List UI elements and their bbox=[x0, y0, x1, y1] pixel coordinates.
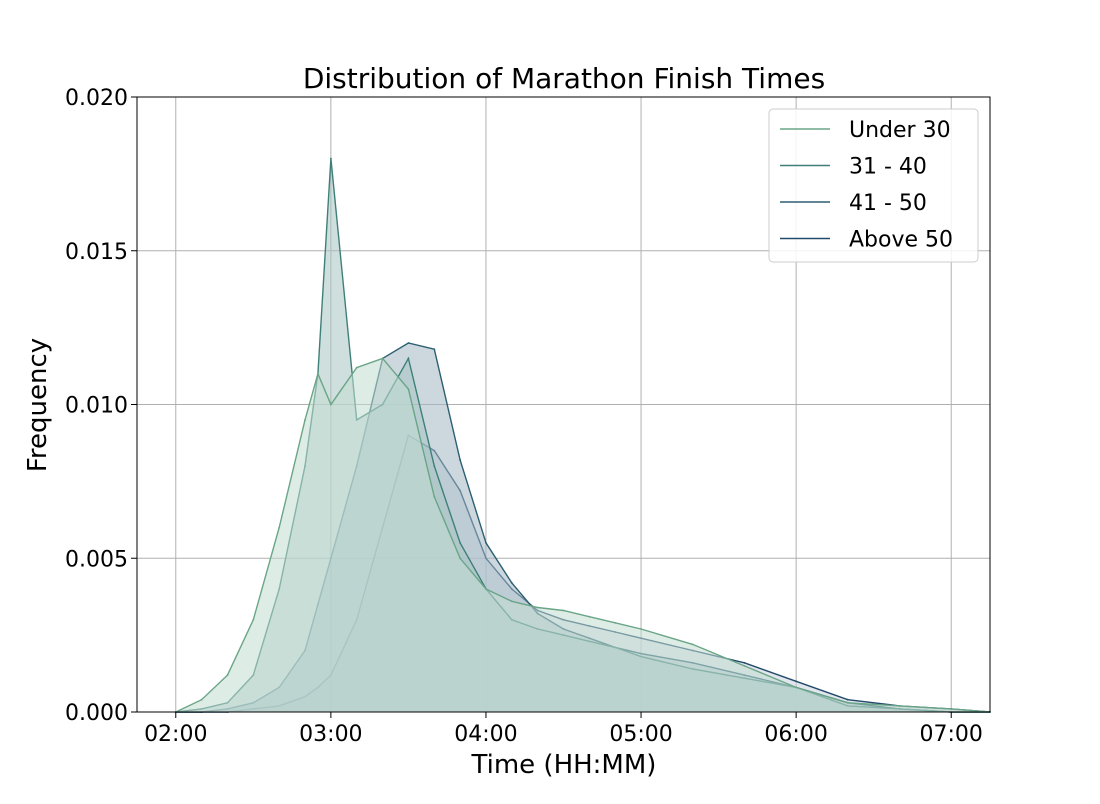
data-point bbox=[485, 542, 487, 544]
y-tick-label: 0.015 bbox=[65, 240, 128, 265]
data-point bbox=[330, 403, 332, 406]
data-point bbox=[200, 698, 203, 701]
data-point bbox=[795, 686, 797, 689]
data-point bbox=[743, 665, 746, 667]
data-point bbox=[433, 348, 436, 351]
legend-box bbox=[768, 108, 979, 263]
data-point bbox=[588, 615, 591, 618]
data-point bbox=[691, 643, 694, 646]
data-point bbox=[485, 588, 487, 590]
data-point bbox=[459, 459, 461, 461]
y-tick-label: 0.005 bbox=[65, 547, 128, 572]
legend-label: Under 30 bbox=[849, 118, 951, 143]
data-point bbox=[950, 708, 953, 710]
data-point bbox=[846, 701, 849, 704]
data-point bbox=[614, 621, 617, 624]
data-point bbox=[510, 582, 513, 584]
data-point bbox=[536, 606, 539, 609]
data-point bbox=[304, 419, 306, 421]
data-point bbox=[226, 674, 229, 676]
data-point bbox=[317, 372, 319, 375]
data-point bbox=[407, 388, 410, 390]
legend-item: Above 50 bbox=[780, 228, 953, 253]
legend-item: 31 - 40 bbox=[780, 155, 927, 180]
data-point bbox=[381, 357, 384, 360]
legend: Under 30 31 - 40 41 - 50 Above 50 bbox=[768, 108, 979, 263]
data-point bbox=[433, 495, 436, 498]
data-point bbox=[562, 609, 565, 612]
x-tick-label: 07:00 bbox=[920, 722, 983, 747]
data-point bbox=[459, 557, 461, 560]
legend-label: 31 - 40 bbox=[849, 155, 927, 180]
data-point bbox=[355, 366, 358, 369]
x-tick-label: 02:00 bbox=[144, 722, 207, 747]
legend-entries: Under 30 31 - 40 41 - 50 Above 50 bbox=[780, 118, 953, 253]
x-tick-label: 03:00 bbox=[299, 722, 362, 747]
series-area bbox=[175, 358, 991, 712]
data-point bbox=[330, 157, 332, 160]
data-point bbox=[846, 698, 849, 701]
series-layer bbox=[174, 157, 991, 713]
data-point bbox=[640, 628, 642, 630]
data-point bbox=[433, 465, 436, 467]
series-1 bbox=[174, 357, 991, 713]
data-point bbox=[252, 618, 255, 621]
y-axis: 0.000 0.005 0.010 0.015 0.020 bbox=[65, 86, 137, 726]
y-tick-label: 0.020 bbox=[65, 86, 128, 111]
data-point bbox=[743, 661, 746, 664]
data-point bbox=[795, 680, 797, 683]
x-axis-label: Time (HH:MM) bbox=[471, 750, 657, 780]
x-tick-label: 06:00 bbox=[764, 722, 827, 747]
x-tick-label: 05:00 bbox=[609, 722, 672, 747]
y-tick-label: 0.000 bbox=[65, 701, 128, 726]
data-point bbox=[278, 526, 281, 529]
data-point bbox=[459, 542, 461, 544]
legend-item: Under 30 bbox=[780, 118, 951, 143]
x-axis: 02:00 03:00 04:00 05:00 06:00 07:00 bbox=[144, 712, 983, 747]
y-axis-label: Frequency bbox=[23, 338, 53, 472]
legend-label: Above 50 bbox=[849, 228, 953, 253]
legend-item: 41 - 50 bbox=[780, 191, 927, 216]
legend-label: 41 - 50 bbox=[849, 191, 927, 216]
x-tick-label: 04:00 bbox=[454, 722, 517, 747]
y-tick-label: 0.010 bbox=[65, 394, 128, 419]
data-point bbox=[510, 600, 513, 603]
data-point bbox=[407, 342, 410, 344]
data-point bbox=[407, 357, 410, 360]
chart-title: Distribution of Marathon Finish Times bbox=[303, 62, 825, 95]
data-point bbox=[898, 705, 901, 707]
